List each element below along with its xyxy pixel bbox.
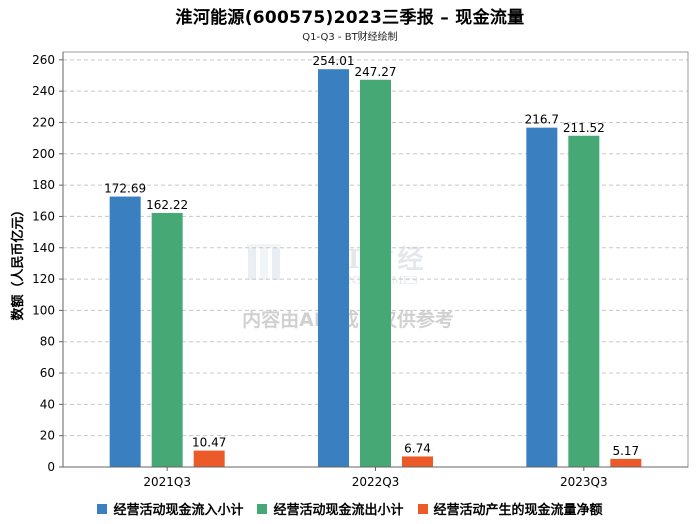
y-axis-label: 数额（人民币亿元） [10,203,26,320]
bar [568,135,600,467]
bar [318,69,349,467]
bar-value-label: 172.69 [104,182,146,196]
y-tick-label: 200 [32,147,55,161]
axes [59,51,689,471]
x-tick-label: 2023Q3 [560,475,608,489]
legend-item-outflow: 经营活动现金流出小计 [257,499,404,518]
y-tick-label: 100 [32,303,55,317]
bar-value-label: 162.22 [146,198,188,212]
bar [151,212,183,467]
bar-value-label: 6.74 [404,441,431,455]
legend: 经营活动现金流入小计 经营活动现金流出小计 经营活动产生的现金流量净额 [0,499,700,518]
chart-title: 淮河能源(600575)2023三季报 – 现金流量 [175,8,525,28]
bar [360,79,391,468]
y-tick-labels: 0 20 40 60 80 100 120 140 160 180 200 220 240 260 [32,53,55,474]
y-tick-label: 40 [40,397,55,411]
bars [109,69,642,468]
bar-value-label: 211.52 [563,121,605,135]
y-tick-label: 0 [47,460,55,474]
x-tick-label: 2022Q3 [352,475,400,489]
bar [526,127,558,468]
y-tick-label: 140 [32,241,55,255]
bt-logo-icon [247,244,281,280]
bar-value-label: 247.27 [355,65,397,79]
bar [610,458,642,467]
y-tick-label: 160 [32,209,55,223]
y-tick-label: 220 [32,115,55,129]
legend-item-net: 经营活动产生的现金流量净额 [417,499,603,518]
legend-swatch-inflow [97,503,108,514]
y-tick-label: 260 [32,53,55,67]
y-tick-label: 20 [40,429,55,443]
x-tick-labels: 2021Q3 2022Q3 2023Q3 [143,475,607,489]
legend-label-net: 经营活动产生的现金流量净额 [433,503,603,518]
bar-value-label: 10.47 [192,436,226,450]
bar [109,196,141,467]
legend-swatch-net [417,503,428,514]
y-tick-label: 240 [32,84,55,98]
chart-subtitle: Q1-Q3 - BT财经绘制 [302,32,398,43]
y-tick-label: 180 [32,178,55,192]
y-tick-label: 120 [32,272,55,286]
x-tick-label: 2021Q3 [143,475,191,489]
legend-label-outflow: 经营活动现金流出小计 [273,503,404,518]
y-tick-label: 60 [40,366,55,380]
bar [193,450,225,467]
legend-label-inflow: 经营活动现金流入小计 [113,503,244,518]
bar-value-label: 216.7 [525,113,559,127]
bar [402,456,433,467]
bar-value-label: 254.01 [313,54,355,68]
y-tick-label: 80 [40,335,55,349]
legend-swatch-outflow [257,503,268,514]
bar-value-label: 5.17 [612,444,639,458]
legend-item-inflow: 经营活动现金流入小计 [97,499,243,518]
